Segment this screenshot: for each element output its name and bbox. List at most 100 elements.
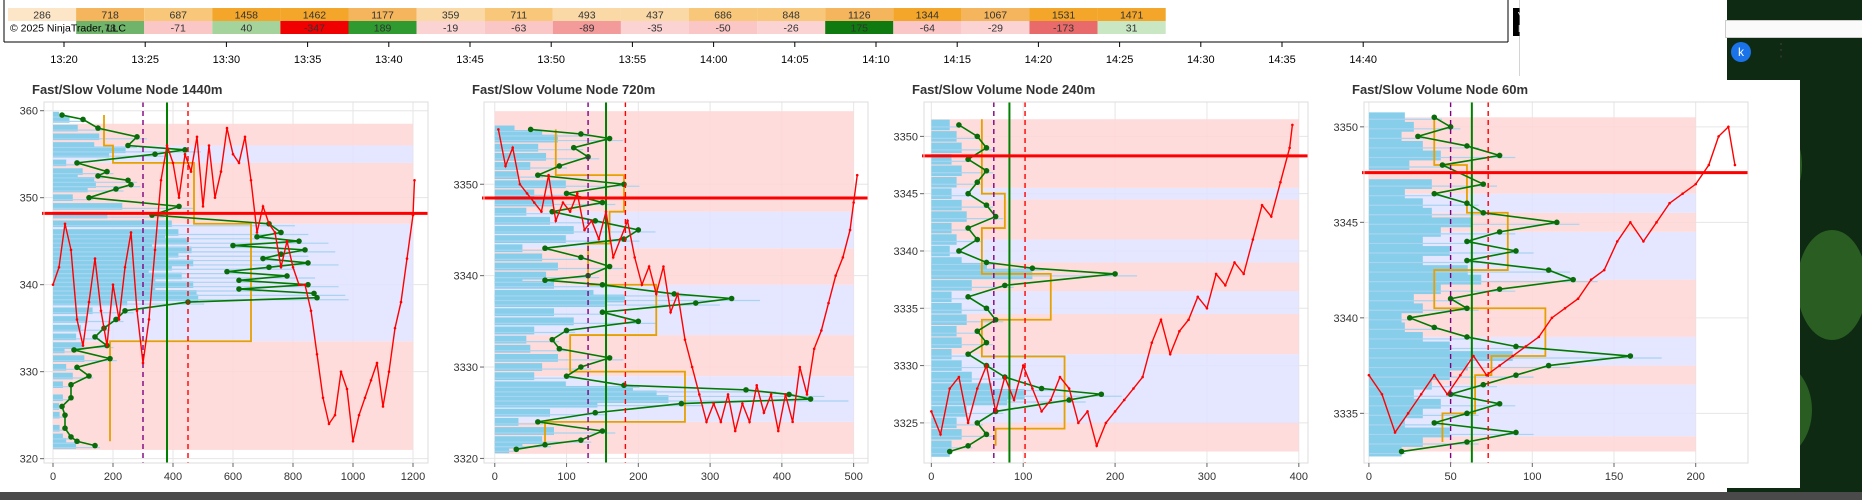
browser-address-bar[interactable] (1725, 20, 1862, 38)
price-point (583, 228, 586, 232)
volume-node-point (1513, 248, 1519, 254)
price-point (1122, 398, 1126, 402)
y-tick-label: 350 (20, 193, 38, 205)
volume-node-point (92, 442, 98, 449)
chart-panel-240m: Fast/Slow Volume Node 240m 0 100 200 300 400… (880, 80, 1320, 488)
fast-profile-bar (53, 355, 85, 362)
delta-value: 78 (104, 23, 116, 35)
x-tick-label: 0 (50, 471, 56, 483)
fast-profile-bar (1368, 360, 1468, 371)
plot-frame (43, 101, 429, 464)
fast-profile-bar (494, 399, 598, 408)
fast-profile-bar (494, 290, 594, 298)
delta-value: -35 (647, 23, 662, 35)
price-point (249, 178, 253, 182)
price-point (576, 192, 579, 195)
fast-profile-bar (494, 344, 531, 353)
fast-profile-bar (931, 440, 952, 452)
taskbar (0, 492, 1862, 500)
fast-profile-bar (494, 244, 523, 253)
price-point (327, 422, 331, 426)
volume-node-point (578, 437, 584, 443)
legend-text: Delta (Bar) (1518, 24, 1520, 35)
x-tick-label: 600 (224, 471, 242, 483)
fast-profile-bar (494, 216, 551, 225)
fast-profile-bar (1368, 150, 1441, 161)
price-point (1040, 410, 1043, 413)
price-point (1067, 387, 1071, 390)
price-point (590, 219, 593, 223)
price-point (1707, 163, 1711, 167)
volume-node-point (113, 186, 119, 192)
price-point (207, 144, 211, 147)
volume-node-point (107, 355, 113, 362)
delta-value: -71 (171, 23, 186, 35)
price-point (195, 135, 199, 139)
x-tick-label: 500 (844, 471, 862, 483)
price-point (1563, 306, 1567, 310)
volume-node-point (1513, 372, 1519, 378)
x-tick-label: 200 (629, 471, 647, 483)
price-point (511, 146, 515, 149)
price-point (1058, 375, 1062, 379)
price-point (532, 201, 536, 204)
volume-cell (620, 8, 689, 21)
volume-node-point (182, 147, 188, 153)
fast-profile-bar (931, 199, 962, 211)
fast-profile-bar (53, 437, 67, 445)
price-point (698, 393, 701, 396)
price-point (855, 173, 859, 177)
price-point (1655, 221, 1658, 224)
fast-profile-bar (931, 245, 950, 257)
price-point (1576, 297, 1580, 301)
price-point (611, 256, 615, 259)
fast-profile-bar (53, 111, 59, 119)
price-point (1694, 182, 1698, 186)
price-point (1012, 398, 1016, 402)
volume-value: 1126 (848, 10, 871, 22)
price-point (1291, 123, 1294, 127)
x-tick-label: 100 (557, 471, 575, 483)
fast-profile-bar (53, 229, 179, 236)
profile-avatar[interactable]: k (1731, 42, 1751, 62)
price-line (497, 129, 858, 432)
price-point (369, 379, 373, 382)
price-point (63, 222, 67, 226)
volume-value: 848 (782, 10, 800, 22)
price-point (1524, 345, 1528, 348)
y-tick-label: 3345 (1334, 217, 1358, 229)
price-point (51, 283, 55, 286)
price-point (1187, 318, 1190, 322)
fast-profile-bar (53, 333, 77, 341)
volume-cell (76, 8, 145, 21)
kebab-menu-icon[interactable]: ⋮ (1772, 40, 1790, 60)
price-point (762, 411, 766, 415)
time-tick-label: 14:40 (1349, 54, 1377, 66)
fast-profile-bar (1368, 312, 1402, 323)
price-point (1446, 392, 1449, 396)
price-point (805, 393, 809, 396)
y-tick-label: 340 (20, 280, 38, 292)
price-point (1205, 306, 1209, 310)
value-area-band (931, 119, 1299, 188)
price-point (1168, 352, 1172, 356)
time-tick-label: 14:30 (1187, 54, 1215, 66)
y-tick-label: 3335 (894, 303, 918, 315)
price-point (1615, 240, 1619, 243)
volume-node-point (278, 229, 284, 236)
volume-node-point (95, 173, 101, 179)
fast-profile-bar (494, 235, 566, 243)
fast-profile-bar (494, 130, 543, 138)
price-point (381, 405, 385, 408)
price-point (285, 239, 289, 243)
price-point (93, 257, 97, 260)
volume-node-point (535, 419, 541, 425)
volume-node-point (62, 425, 68, 432)
fast-profile-bar (494, 417, 519, 426)
fast-profile-bar (931, 291, 952, 303)
volume-node-point (974, 420, 981, 426)
fast-profile-bar (494, 171, 519, 180)
price-point (183, 152, 187, 156)
volume-node-point (974, 179, 981, 186)
chart-panel-60m: Fast/Slow Volume Node 60m 0 50 100 150 200 33… (1320, 80, 1760, 488)
